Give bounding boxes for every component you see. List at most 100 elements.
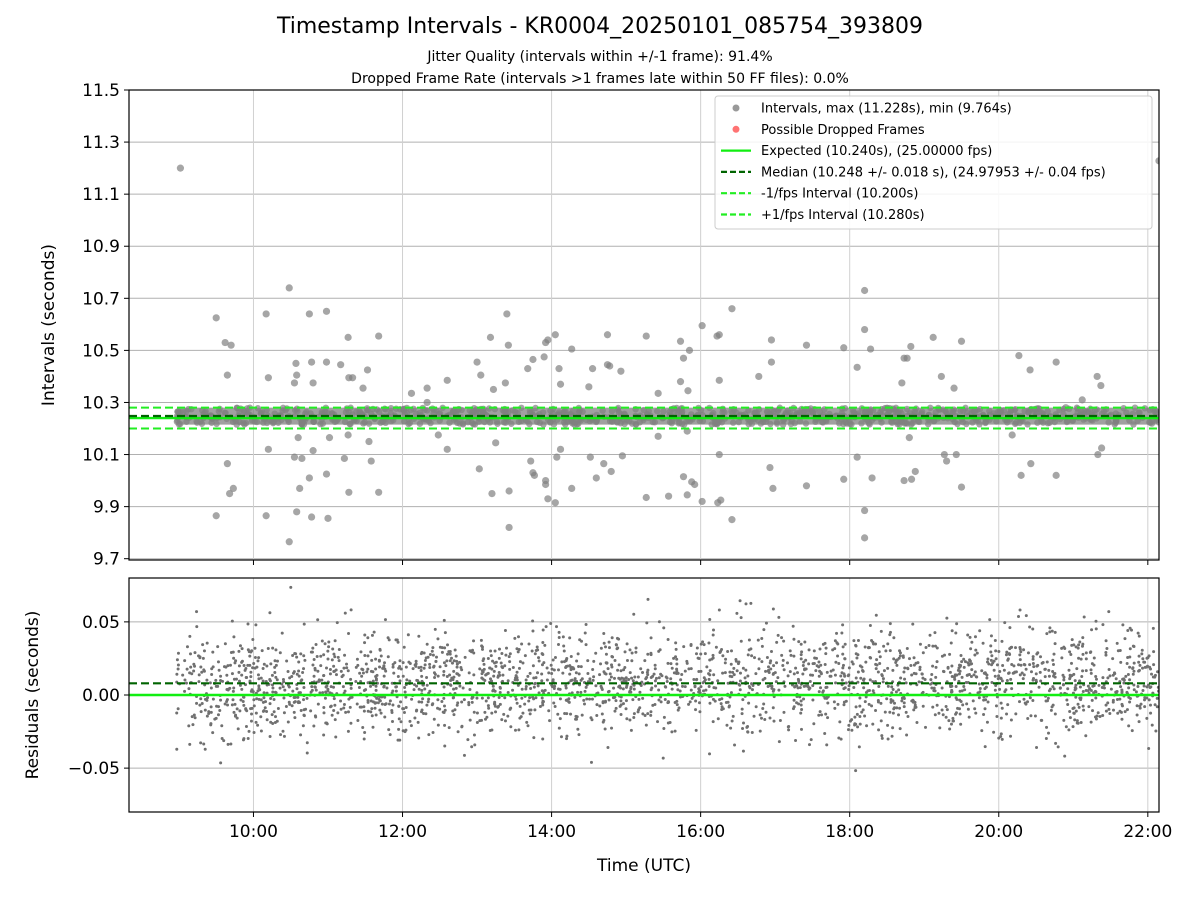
residual-point xyxy=(701,681,705,685)
interval-point xyxy=(475,418,483,425)
residual-point xyxy=(787,725,791,729)
residual-point xyxy=(971,699,975,703)
residual-point xyxy=(915,720,919,724)
interval-point xyxy=(473,407,480,414)
interval-point xyxy=(773,419,781,426)
residual-point xyxy=(406,633,410,637)
residual-point xyxy=(274,648,278,652)
interval-point xyxy=(344,333,352,341)
residual-point xyxy=(679,678,683,682)
interval-point xyxy=(993,418,1000,425)
residual-point xyxy=(1104,653,1108,657)
residual-point xyxy=(520,696,524,700)
residual-point xyxy=(662,715,666,719)
interval-point xyxy=(244,405,251,412)
residual-point xyxy=(891,699,895,703)
residual-point xyxy=(720,705,724,709)
residual-point xyxy=(708,617,712,621)
residual-point xyxy=(257,656,261,660)
legend-entry-label: Expected (10.240s), (25.00000 fps) xyxy=(761,144,992,159)
residual-point xyxy=(705,665,709,669)
interval-point xyxy=(324,514,332,522)
residual-point xyxy=(455,703,459,707)
residual-point xyxy=(752,714,756,718)
residual-point xyxy=(534,676,538,680)
interval-point xyxy=(296,484,304,492)
residual-point xyxy=(1098,715,1102,719)
residual-point xyxy=(1137,660,1141,664)
residual-point xyxy=(463,655,467,659)
interval-point xyxy=(208,419,215,426)
residual-point xyxy=(197,673,201,677)
residual-point xyxy=(295,687,299,691)
residual-point xyxy=(959,699,963,703)
residual-point xyxy=(478,719,482,723)
residual-point xyxy=(363,641,367,645)
residual-point xyxy=(249,675,253,679)
residual-point xyxy=(569,679,573,683)
residual-point xyxy=(490,711,494,715)
residual-point xyxy=(674,647,678,651)
residual-point xyxy=(1081,704,1085,708)
residual-point xyxy=(253,655,257,659)
residual-point xyxy=(977,696,981,700)
residual-point xyxy=(877,685,881,689)
residual-point xyxy=(402,645,406,649)
residual-point xyxy=(216,645,220,649)
residual-point xyxy=(494,660,498,664)
residual-point xyxy=(568,672,572,676)
residual-point xyxy=(974,711,978,715)
residual-point xyxy=(649,713,653,717)
residual-point xyxy=(486,656,490,660)
residual-point xyxy=(456,701,460,705)
residual-point xyxy=(1140,652,1144,656)
interval-point xyxy=(683,491,691,499)
residual-point xyxy=(496,674,500,678)
residual-point xyxy=(295,655,299,659)
residual-point xyxy=(316,618,320,622)
residual-point xyxy=(327,645,331,649)
interval-point xyxy=(786,409,794,417)
residual-point xyxy=(543,643,547,647)
residual-point xyxy=(711,633,715,637)
residual-point xyxy=(313,666,317,670)
residual-point xyxy=(876,700,880,704)
residual-point xyxy=(1147,747,1151,751)
residual-point xyxy=(791,707,795,711)
residual-point xyxy=(201,656,205,660)
residual-point xyxy=(565,737,569,741)
residual-point xyxy=(725,723,729,727)
residual-point xyxy=(370,658,374,662)
residual-point xyxy=(511,688,515,692)
interval-point xyxy=(600,460,608,468)
residual-point xyxy=(1127,724,1131,728)
residual-point xyxy=(486,704,490,708)
residual-point xyxy=(574,714,578,718)
residual-point xyxy=(817,690,821,694)
residual-point xyxy=(343,689,347,693)
residual-point xyxy=(1139,702,1143,706)
residual-point xyxy=(1094,677,1098,681)
y-tick-label: 0.00 xyxy=(82,686,120,706)
residual-point xyxy=(812,649,816,653)
interval-point xyxy=(475,465,483,473)
residual-point xyxy=(330,713,334,717)
residual-point xyxy=(235,716,239,720)
residual-point xyxy=(672,656,676,660)
residual-point xyxy=(324,685,328,689)
residual-point xyxy=(1009,677,1013,681)
residual-point xyxy=(181,673,185,677)
residual-point xyxy=(369,699,373,703)
interval-point xyxy=(305,474,313,482)
residual-point xyxy=(673,700,677,704)
residual-point xyxy=(634,650,638,654)
residual-point xyxy=(268,677,272,681)
interval-point xyxy=(676,337,685,345)
interval-point xyxy=(177,408,184,416)
residual-point xyxy=(443,723,447,727)
residual-point xyxy=(1000,706,1004,710)
residual-point xyxy=(823,732,827,736)
residual-point xyxy=(960,689,964,693)
residual-point xyxy=(374,667,378,671)
residual-point xyxy=(580,713,584,717)
